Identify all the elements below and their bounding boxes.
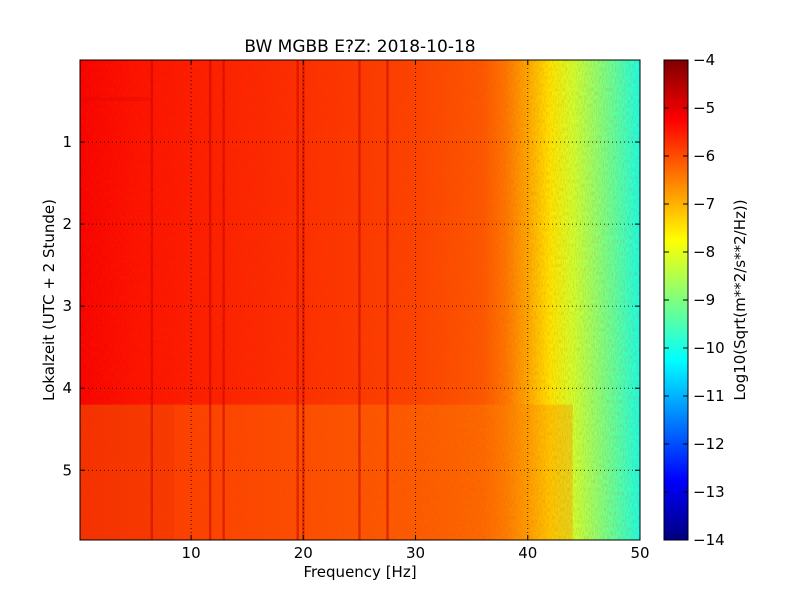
colorbar-ticks: −4 −5 −6 −7 −8 −9 −10 −11 −12 −13 −14	[664, 51, 725, 549]
y-tick-label: 1	[62, 133, 72, 151]
grid-lines	[80, 60, 640, 540]
x-axis-label: Frequency [Hz]	[303, 563, 416, 581]
colorbar-tick-label: −6	[693, 147, 715, 165]
colorbar-tick-label: −13	[693, 483, 725, 501]
y-axis-label: Lokalzeit (UTC + 2 Stunde)	[40, 199, 58, 401]
chart-title: BW MGBB E?Z: 2018-10-18	[244, 37, 475, 57]
y-axis: 1 2 3 4 5	[62, 133, 640, 479]
x-tick-label: 50	[630, 544, 649, 562]
x-tick-label: 30	[406, 544, 425, 562]
heatmap-noise-texture	[80, 60, 640, 540]
y-tick-label: 3	[62, 297, 72, 315]
x-axis: 10 20 30 40 50	[182, 60, 650, 562]
colorbar-tick-label: −8	[693, 243, 715, 261]
heatmap-area: 10 20 30 40 50 1 2 3 4 5	[62, 59, 650, 562]
x-tick-label: 40	[518, 544, 537, 562]
x-tick-label: 10	[182, 544, 201, 562]
colorbar-tick-label: −12	[693, 435, 725, 453]
colorbar-tick-label: −4	[693, 51, 715, 69]
colorbar-tick-label: −9	[693, 291, 715, 309]
plot-frame	[79, 59, 641, 541]
x-tick-label: 20	[294, 544, 313, 562]
colorbar-tick-label: −5	[693, 99, 715, 117]
y-tick-label: 5	[62, 461, 72, 479]
colorbar-label: Log10(Sqrt(m**2/s**2/Hz))	[731, 199, 749, 400]
colorbar: −4 −5 −6 −7 −8 −9 −10 −11 −12 −13 −14 Log10(Sqrt(m…	[663, 51, 749, 549]
colorbar-tick-label: −11	[693, 387, 725, 405]
colorbar-tick-label: −14	[693, 531, 725, 549]
colorbar-tick-label: −10	[693, 339, 725, 357]
colorbar-tick-label: −7	[693, 195, 715, 213]
y-tick-label: 4	[62, 379, 72, 397]
y-tick-label: 2	[62, 215, 72, 233]
